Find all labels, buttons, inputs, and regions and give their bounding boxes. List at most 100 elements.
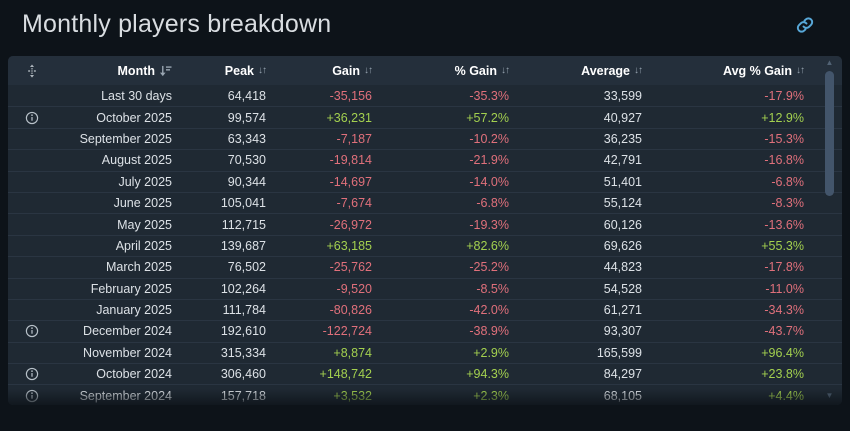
cell-month: December 2024 bbox=[83, 324, 172, 339]
cell-gain-pct: +82.6% bbox=[466, 238, 509, 253]
cell-month: February 2025 bbox=[90, 281, 172, 296]
cell-average: 36,235 bbox=[603, 131, 642, 146]
sort-toggle-icon: ↓↑ bbox=[258, 64, 267, 76]
cell-gain-pct: +2.3% bbox=[473, 388, 509, 403]
cell-average: 33,599 bbox=[603, 88, 642, 103]
table-row: November 2024 315,334 +8,874 +2.9% 165,5… bbox=[8, 341, 842, 363]
table-header: Month Peak ↓↑ Gain ↓↑ % Gain ↓↑ Average bbox=[8, 56, 842, 85]
scrollbar-thumb[interactable] bbox=[825, 71, 834, 196]
cell-avg-gain-pct: +55.3% bbox=[761, 238, 804, 253]
column-header-peak[interactable]: Peak ↓↑ bbox=[178, 64, 272, 78]
move-icon bbox=[25, 63, 39, 78]
cell-month: May 2025 bbox=[117, 217, 172, 232]
cell-average: 68,105 bbox=[603, 388, 642, 403]
cell-peak: 102,264 bbox=[220, 281, 266, 296]
row-info-cell bbox=[8, 111, 56, 125]
row-info-cell bbox=[8, 346, 56, 360]
permalink-icon[interactable] bbox=[796, 16, 814, 34]
scrollbar-track[interactable] bbox=[824, 68, 835, 391]
cell-peak: 315,334 bbox=[220, 345, 266, 360]
cell-month: October 2024 bbox=[96, 367, 172, 382]
sort-toggle-icon: ↓↑ bbox=[634, 64, 643, 76]
cell-avg-gain-pct: -17.9% bbox=[764, 88, 804, 103]
drag-handle[interactable] bbox=[8, 63, 56, 78]
cell-peak: 105,041 bbox=[220, 196, 266, 211]
cell-average: 61,271 bbox=[603, 303, 642, 318]
scroll-down-icon[interactable]: ▼ bbox=[825, 391, 834, 400]
cell-average: 69,626 bbox=[603, 238, 642, 253]
cell-gain: +8,874 bbox=[333, 345, 372, 360]
info-icon[interactable] bbox=[25, 324, 39, 338]
cell-average: 51,401 bbox=[603, 174, 642, 189]
cell-gain: -9,520 bbox=[336, 281, 372, 296]
cell-avg-gain-pct: -13.6% bbox=[764, 217, 804, 232]
sort-toggle-icon: ↓↑ bbox=[501, 64, 510, 76]
row-info-cell bbox=[8, 282, 56, 296]
cell-gain-pct: +57.2% bbox=[466, 110, 509, 125]
column-header-gain[interactable]: Gain ↓↑ bbox=[272, 64, 378, 78]
cell-gain: -25,762 bbox=[329, 260, 372, 275]
cell-avg-gain-pct: -8.3% bbox=[771, 196, 804, 211]
column-label: Average bbox=[581, 63, 630, 78]
cell-gain-pct: -25.2% bbox=[469, 260, 509, 275]
cell-gain-pct: -38.9% bbox=[469, 324, 509, 339]
cell-avg-gain-pct: -17.8% bbox=[764, 260, 804, 275]
table-row: January 2025 111,784 -80,826 -42.0% 61,2… bbox=[8, 298, 842, 320]
cell-gain-pct: +2.9% bbox=[473, 345, 509, 360]
cell-peak: 64,418 bbox=[227, 88, 266, 103]
cell-month: September 2025 bbox=[79, 131, 172, 146]
row-info-cell bbox=[8, 89, 56, 103]
table-body: Last 30 days 64,418 -35,156 -35.3% 33,59… bbox=[8, 85, 842, 405]
cell-peak: 192,610 bbox=[220, 324, 266, 339]
info-icon[interactable] bbox=[25, 389, 39, 403]
cell-gain-pct: -42.0% bbox=[469, 303, 509, 318]
table-row: March 2025 76,502 -25,762 -25.2% 44,823 … bbox=[8, 256, 842, 277]
column-header-month[interactable]: Month bbox=[56, 64, 178, 78]
column-header-average[interactable]: Average ↓↑ bbox=[515, 64, 648, 78]
cell-month: January 2025 bbox=[96, 303, 172, 318]
cell-average: 40,927 bbox=[603, 110, 642, 125]
cell-average: 93,307 bbox=[603, 324, 642, 339]
cell-avg-gain-pct: +96.4% bbox=[761, 345, 804, 360]
row-info-cell bbox=[8, 389, 56, 403]
cell-average: 54,528 bbox=[603, 281, 642, 296]
cell-peak: 99,574 bbox=[227, 110, 266, 125]
column-label: Gain bbox=[332, 63, 360, 78]
info-icon[interactable] bbox=[25, 367, 39, 381]
cell-peak: 139,687 bbox=[220, 238, 266, 253]
cell-average: 42,791 bbox=[603, 153, 642, 168]
table-row: October 2025 99,574 +36,231 +57.2% 40,92… bbox=[8, 106, 842, 127]
row-info-cell bbox=[8, 175, 56, 189]
cell-average: 44,823 bbox=[603, 260, 642, 275]
info-icon[interactable] bbox=[25, 111, 39, 125]
cell-month: September 2024 bbox=[79, 388, 172, 403]
sort-toggle-icon: ↓↑ bbox=[796, 64, 805, 76]
cell-gain: -14,697 bbox=[329, 174, 372, 189]
scroll-up-icon[interactable]: ▲ bbox=[825, 58, 834, 67]
table-scrollbar: ▲ ▼ bbox=[823, 58, 836, 401]
cell-avg-gain-pct: -43.7% bbox=[764, 324, 804, 339]
cell-avg-gain-pct: -15.3% bbox=[764, 131, 804, 146]
cell-gain: +63,185 bbox=[326, 238, 372, 253]
row-info-cell bbox=[8, 367, 56, 381]
cell-average: 60,126 bbox=[603, 217, 642, 232]
table-row: July 2025 90,344 -14,697 -14.0% 51,401 -… bbox=[8, 170, 842, 192]
table-row: April 2025 139,687 +63,185 +82.6% 69,626… bbox=[8, 234, 842, 256]
table-row: August 2025 70,530 -19,814 -21.9% 42,791… bbox=[8, 149, 842, 170]
cell-peak: 306,460 bbox=[220, 367, 266, 382]
cell-avg-gain-pct: +12.9% bbox=[761, 110, 804, 125]
row-info-cell bbox=[8, 324, 56, 338]
cell-gain: +36,231 bbox=[326, 110, 372, 125]
column-header-avg-gain-pct[interactable]: Avg % Gain ↓↑ bbox=[648, 64, 810, 78]
cell-month: April 2025 bbox=[115, 238, 172, 253]
column-header-gain-pct[interactable]: % Gain ↓↑ bbox=[378, 64, 515, 78]
cell-month: March 2025 bbox=[105, 260, 172, 275]
row-info-cell bbox=[8, 260, 56, 274]
row-info-cell bbox=[8, 218, 56, 232]
cell-gain: +3,532 bbox=[333, 388, 372, 403]
cell-gain: -122,724 bbox=[322, 324, 372, 339]
cell-avg-gain-pct: -34.3% bbox=[764, 303, 804, 318]
cell-month: Last 30 days bbox=[101, 88, 172, 103]
cell-gain: -26,972 bbox=[329, 217, 372, 232]
cell-gain-pct: -19.3% bbox=[469, 217, 509, 232]
